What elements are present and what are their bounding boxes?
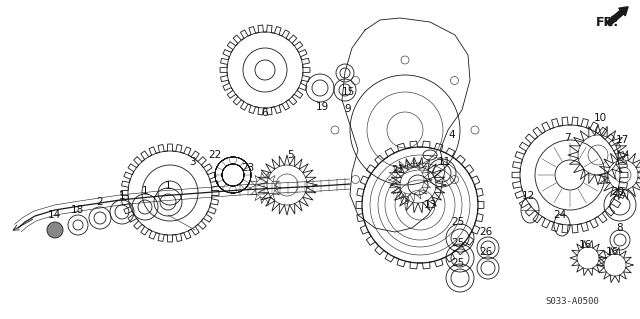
Text: 9: 9: [345, 104, 351, 114]
Text: 22: 22: [209, 150, 221, 160]
Text: 24: 24: [554, 210, 566, 220]
Text: 16: 16: [579, 240, 591, 250]
Text: 10: 10: [593, 113, 607, 123]
Text: 26: 26: [479, 247, 493, 257]
Text: 1: 1: [164, 181, 172, 191]
Text: 17: 17: [616, 135, 628, 145]
Text: FR.: FR.: [596, 16, 619, 28]
Text: 5: 5: [287, 150, 293, 160]
Text: 12: 12: [522, 191, 534, 201]
Text: 20: 20: [611, 187, 625, 197]
Text: 14: 14: [47, 210, 61, 220]
Text: 13: 13: [424, 200, 436, 210]
Text: 2: 2: [97, 197, 103, 207]
Text: S033-A0500: S033-A0500: [545, 298, 599, 307]
Text: 16: 16: [605, 247, 619, 257]
Text: 25: 25: [451, 238, 465, 248]
Text: 19: 19: [316, 102, 328, 112]
Text: 21: 21: [392, 165, 404, 175]
Text: 1: 1: [118, 191, 125, 201]
Text: 25: 25: [451, 258, 465, 268]
Text: 8: 8: [617, 223, 623, 233]
Text: 18: 18: [70, 205, 84, 215]
Text: 15: 15: [341, 87, 355, 97]
Text: 26: 26: [479, 227, 493, 237]
Text: 25: 25: [451, 217, 465, 227]
Text: 1: 1: [141, 186, 148, 196]
Text: 23: 23: [241, 163, 255, 173]
Text: 3: 3: [189, 157, 195, 167]
Text: 11: 11: [437, 157, 451, 167]
Circle shape: [47, 222, 63, 238]
FancyArrow shape: [606, 7, 628, 26]
Text: 7: 7: [564, 133, 570, 143]
Text: 6: 6: [262, 108, 268, 118]
Text: 4: 4: [449, 130, 455, 140]
